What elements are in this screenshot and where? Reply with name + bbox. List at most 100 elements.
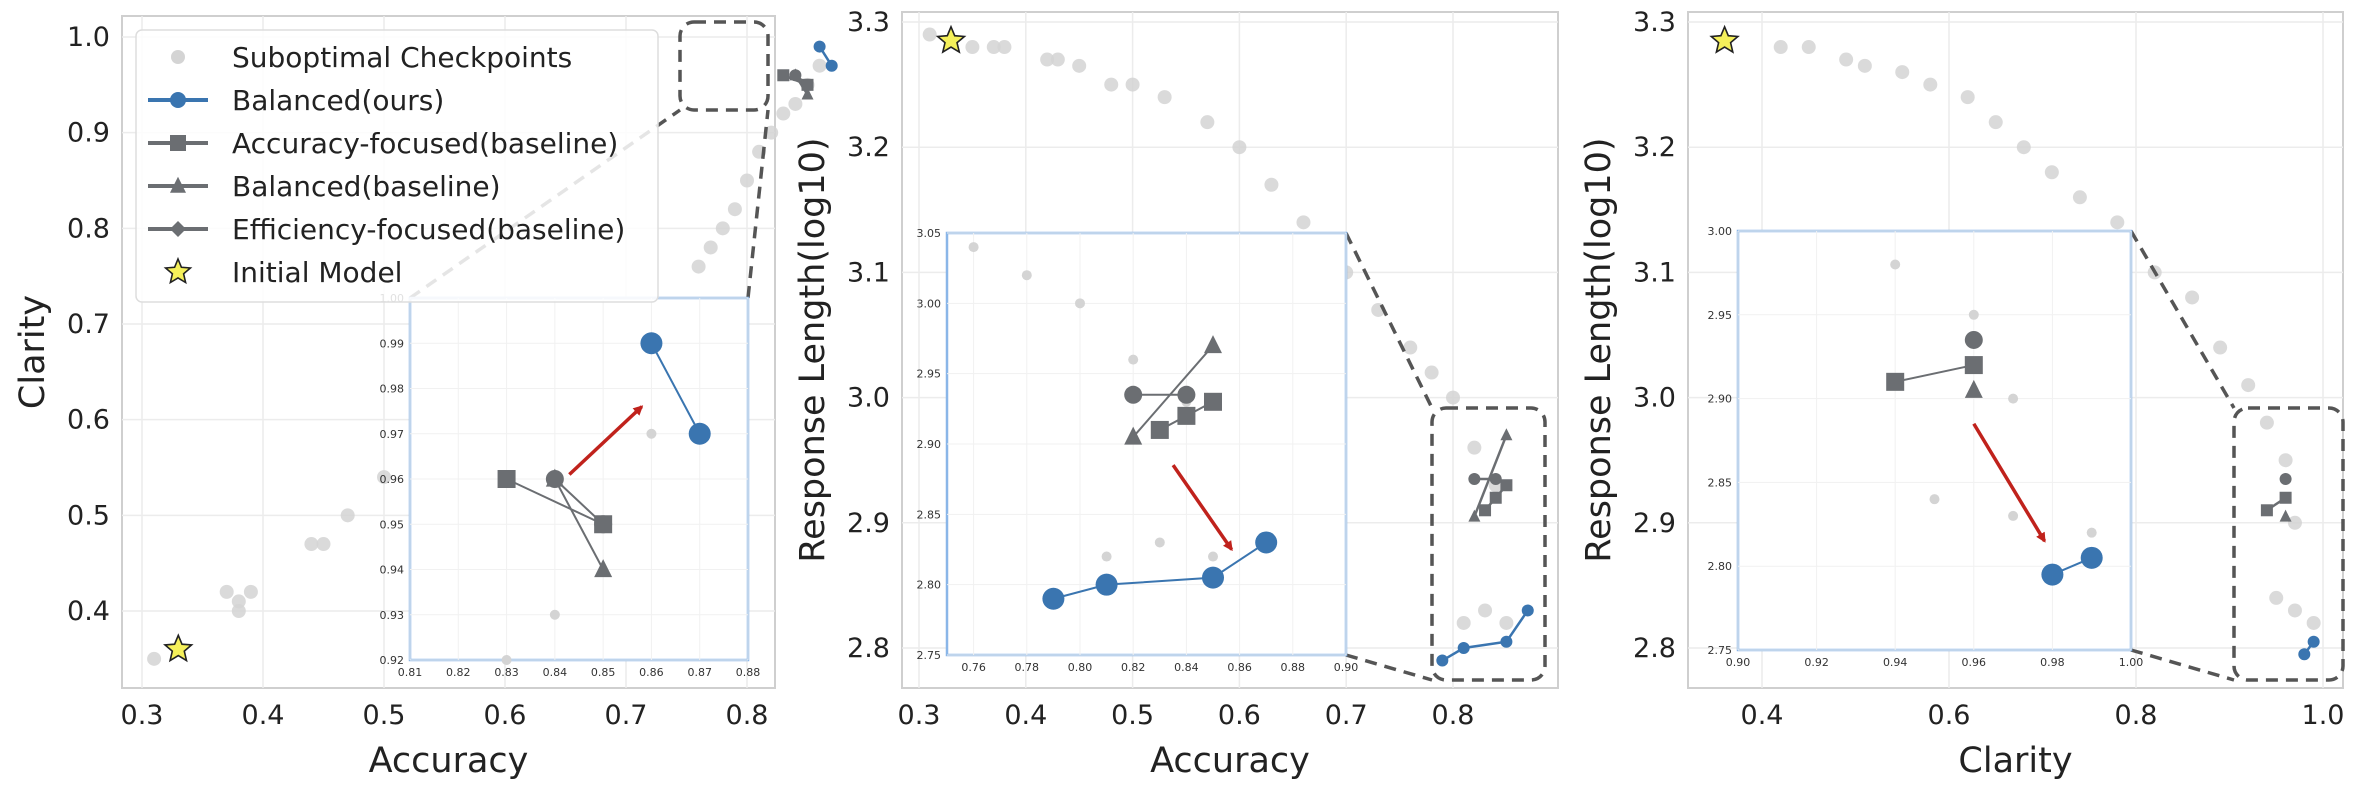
- initial-model-star: [163, 633, 194, 663]
- suboptimal-point: [715, 221, 730, 236]
- inset-x-tick-label: 0.83: [494, 666, 519, 679]
- suboptimal-point: [1857, 58, 1872, 73]
- inset-y-tick-label: 2.90: [917, 438, 942, 451]
- efficiency-focused-point: [1489, 472, 1502, 485]
- legend-marker-balanced-ours: [170, 92, 186, 108]
- inset-balanced-ours-point: [688, 422, 711, 445]
- inset-y-tick-label: 2.95: [917, 368, 942, 381]
- suboptimal-point: [1478, 603, 1493, 618]
- inset-x-tick-label: 0.88: [736, 666, 761, 679]
- inset-balanced-ours-line: [650, 342, 701, 435]
- suboptimal-point: [231, 604, 246, 618]
- x-tick-label: 0.6: [484, 700, 527, 731]
- suboptimal-point: [2185, 290, 2200, 305]
- suboptimal-point: [812, 58, 827, 73]
- suboptimal-point: [740, 173, 754, 188]
- inset-x-tick-label: 0.86: [1227, 661, 1252, 674]
- accuracy-focused-point: [2279, 491, 2292, 504]
- x-axis-label: Accuracy: [1150, 741, 1310, 781]
- zoom-connector: [2130, 648, 2235, 682]
- suboptimal-point: [1125, 77, 1140, 92]
- inset-accuracy-focused-point: [1177, 406, 1196, 425]
- inset-accuracy-focused-line: [506, 478, 604, 526]
- x-tick-label: 0.7: [1325, 700, 1368, 731]
- inset-x-tick-label: 0.82: [1121, 661, 1146, 674]
- balanced-baseline-point: [2279, 509, 2292, 522]
- inset-suboptimal-point: [1021, 270, 1032, 281]
- suboptimal-point: [2287, 603, 2302, 618]
- suboptimal-point: [1467, 440, 1482, 455]
- x-tick-label: 0.4: [1741, 700, 1784, 731]
- suboptimal-point: [1773, 40, 1788, 55]
- efficiency-focused-point: [2279, 472, 2292, 485]
- balanced-baseline-point: [801, 87, 814, 100]
- suboptimal-point: [2278, 453, 2293, 468]
- zoom-connector: [2129, 230, 2236, 409]
- suboptimal-point: [1456, 615, 1471, 630]
- x-tick-label: 0.4: [1004, 700, 1047, 731]
- inset-balanced-ours-point: [1095, 573, 1118, 596]
- suboptimal-point: [219, 584, 234, 599]
- inset-balanced-ours-point: [2080, 546, 2103, 569]
- suboptimal-point: [776, 106, 791, 121]
- inset-frame: [1736, 229, 2133, 652]
- inset-y-tick-label: 0.94: [380, 564, 405, 577]
- inset-balanced-ours-point: [1202, 566, 1224, 589]
- inset-y-tick-label: 0.99: [380, 337, 405, 350]
- x-tick-label: 0.7: [605, 700, 648, 731]
- legend-marker-initial-model: [163, 256, 193, 285]
- inset-x-tick-label: 1.00: [2119, 656, 2144, 669]
- suboptimal-point: [1200, 115, 1215, 130]
- accuracy-focused-point: [1500, 479, 1513, 492]
- zoom-connector: [746, 109, 770, 299]
- suboptimal-point: [1264, 177, 1279, 192]
- inset-y-tick-label: 2.75: [917, 649, 942, 662]
- legend-label-accuracy-focused: Accuracy-focused(baseline): [232, 127, 618, 160]
- suboptimal-point: [1446, 390, 1460, 405]
- inset-y-tick-label: 3.00: [1708, 225, 1733, 238]
- inset-y-tick-label: 0.95: [380, 518, 405, 531]
- suboptimal-point: [340, 508, 355, 523]
- inset-suboptimal-point: [968, 242, 979, 253]
- inset-balanced-ours-point: [1042, 587, 1065, 610]
- suboptimal-point: [1232, 140, 1247, 155]
- x-tick-label: 0.5: [1111, 700, 1154, 731]
- balanced-baseline-point: [1468, 509, 1481, 522]
- legend-marker-balanced-baseline: [170, 176, 186, 193]
- inset-efficiency-focused-point: [545, 470, 564, 488]
- suboptimal-point: [304, 537, 319, 552]
- balanced-ours-point: [2307, 635, 2320, 648]
- inset-balanced-baseline-point: [1964, 379, 1983, 398]
- legend-label-balanced-baseline: Balanced(baseline): [232, 170, 501, 203]
- inset-suboptimal-point: [1929, 494, 1940, 505]
- initial-model-star: [935, 24, 967, 54]
- accuracy-focused-point: [1489, 491, 1502, 504]
- suboptimal-point: [2016, 140, 2031, 155]
- suboptimal-point: [2241, 378, 2256, 393]
- legend-label-suboptimal: Suboptimal Checkpoints: [232, 41, 572, 74]
- inset-suboptimal-point: [1154, 537, 1165, 548]
- inset-accuracy-focused-point: [1964, 356, 1983, 375]
- inset-accuracy-focused-line: [1894, 364, 1975, 383]
- inset-y-tick-label: 2.95: [1708, 309, 1733, 322]
- inset-x-tick-label: 0.84: [543, 666, 568, 679]
- suboptimal-point: [147, 651, 162, 666]
- improvement-arrow: [1171, 464, 1234, 552]
- efficiency-focused-point: [789, 69, 802, 82]
- inset-suboptimal-point: [501, 655, 512, 665]
- y-axis-label: Response Length(log10): [1579, 137, 1619, 562]
- x-axis-label: Accuracy: [369, 741, 529, 781]
- inset-x-tick-label: 0.90: [1334, 661, 1359, 674]
- inset-x-tick-label: 0.81: [398, 666, 423, 679]
- x-tick-label: 0.5: [363, 700, 406, 731]
- suboptimal-point: [2072, 190, 2087, 205]
- x-tick-label: 0.6: [1928, 700, 1971, 731]
- suboptimal-point: [243, 584, 258, 599]
- suboptimal-point: [2269, 590, 2284, 605]
- y-tick-label: 0.5: [67, 500, 110, 531]
- inset-x-tick-label: 0.78: [1015, 661, 1040, 674]
- improvement-arrow: [1972, 422, 2047, 543]
- inset-x-tick-label: 0.96: [1962, 656, 1987, 669]
- inset-y-tick-label: 0.96: [380, 473, 405, 486]
